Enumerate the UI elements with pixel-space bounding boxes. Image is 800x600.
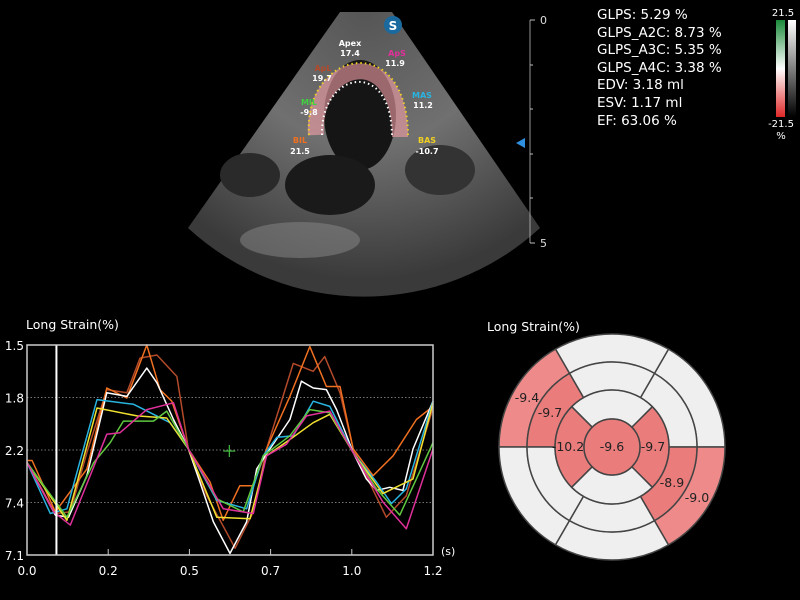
- seg-bas-value: -10.7: [415, 147, 438, 156]
- strain-band: [307, 63, 408, 138]
- segment-value: -8.9: [660, 475, 684, 490]
- seg-aps-value: 11.9: [385, 59, 405, 68]
- edv-value: EDV: 3.18 ml: [597, 77, 684, 94]
- y-tick-label: 7.1: [5, 549, 24, 563]
- seg-bas-name: BAS: [418, 136, 436, 145]
- strain-curve-chart[interactable]: 7.1 7.4 2.2 1.8 1.5 0.0 0.2 0.5 0.7 1.0 1.2 (s): [0, 330, 470, 600]
- seg-mas-value: 11.2: [413, 101, 433, 110]
- chamber-shadow: [220, 153, 280, 197]
- seg-mil-name: MIL: [301, 98, 317, 107]
- segment-value: -9.7: [641, 439, 665, 454]
- tissue-highlight: [240, 222, 360, 258]
- segment-labels: Apex 17.4 ApS 11.9 ApL 19.7 MAS 11.2 MIL…: [290, 39, 438, 156]
- y-tick-label: 2.2: [5, 444, 24, 458]
- x-tick-label: 0.2: [99, 564, 118, 578]
- strain-colorbar: [776, 20, 785, 117]
- segment-value: -9.7: [538, 405, 562, 420]
- seg-apex-name: Apex: [339, 39, 362, 48]
- focus-marker-icon[interactable]: [516, 138, 525, 148]
- x-tick-label: 0.5: [180, 564, 199, 578]
- chamber-shadow: [405, 145, 475, 195]
- esv-value: ESV: 1.17 ml: [597, 94, 683, 111]
- x-tick-label: 0.7: [261, 564, 280, 578]
- depth-scale: [529, 19, 535, 244]
- seg-mas-name: MAS: [412, 91, 432, 100]
- colorbar-max: 21.5: [771, 8, 795, 19]
- plot-frame: [26, 344, 434, 556]
- la-cavity: [285, 155, 375, 215]
- seg-apl-value: 19.7: [312, 74, 332, 83]
- glps-a4c-value: GLPS_A4C: 3.38 %: [597, 59, 722, 76]
- gray-colorbar: [788, 20, 796, 117]
- seg-aps-name: ApS: [388, 49, 406, 58]
- y-tick-label: 7.4: [5, 497, 24, 511]
- echo-view[interactable]: S Apex 17.4 ApS 11.9 ApL 19.7 MAS 11.2 M…: [0, 0, 560, 300]
- glps-a2c-value: GLPS_A2C: 8.73 %: [597, 24, 722, 41]
- crosshair-icon: [223, 445, 236, 458]
- strain-curve-5: [26, 402, 434, 522]
- chart-title: Long Strain(%): [26, 317, 119, 332]
- segment-value: -10.2: [552, 439, 584, 454]
- strain-curve-3: [26, 367, 434, 555]
- x-tick-label: 0.0: [17, 564, 36, 578]
- y-tick-label: 1.8: [5, 392, 24, 406]
- logo-text: S: [389, 19, 398, 33]
- glps-value: GLPS: 5.29 %: [597, 7, 688, 23]
- y-tick-label: 1.5: [5, 339, 24, 353]
- bullseye-title: Long Strain(%): [487, 319, 580, 334]
- logo-icon: [384, 16, 402, 34]
- depth-bottom-label: 5: [540, 237, 547, 250]
- colorbar-unit: %: [776, 131, 786, 142]
- depth-top-label: 0: [540, 14, 547, 27]
- x-tick-label: 1.0: [342, 564, 361, 578]
- strain-curve-2: [27, 344, 434, 522]
- seg-apex-value: 17.4: [340, 49, 360, 58]
- strain-curve-4: [26, 398, 434, 515]
- colorbar-min: -21.5: [768, 119, 794, 130]
- seg-apl-name: ApL: [314, 64, 331, 73]
- measurements-panel: GLPS: 5.29 % GLPS_A2C: 8.73 % GLPS_A3C: …: [597, 7, 722, 130]
- epicardial-trace: [307, 62, 409, 138]
- segment-value: -9.6: [600, 439, 624, 454]
- apex-segment: [583, 418, 641, 476]
- seg-bil-name: BIL: [293, 136, 307, 145]
- seg-mil-value: -9.8: [300, 108, 318, 117]
- seg-bil-value: 21.5: [290, 147, 310, 156]
- segment-value: -9.4: [515, 390, 539, 405]
- x-tick-label: 1.2: [423, 564, 442, 578]
- endocardial-trace: [320, 80, 393, 138]
- glps-a3c-value: GLPS_A3C: 5.35 %: [597, 42, 722, 59]
- bullseye-plot[interactable]: -9.4-9.7-10.2 -9.6 -9.7-8.9-9.0: [480, 320, 750, 580]
- segment-value: -9.0: [685, 490, 709, 505]
- ef-value: EF: 63.06 %: [597, 112, 677, 129]
- x-axis-unit: (s): [441, 545, 455, 558]
- strain-curve-7: [26, 402, 434, 530]
